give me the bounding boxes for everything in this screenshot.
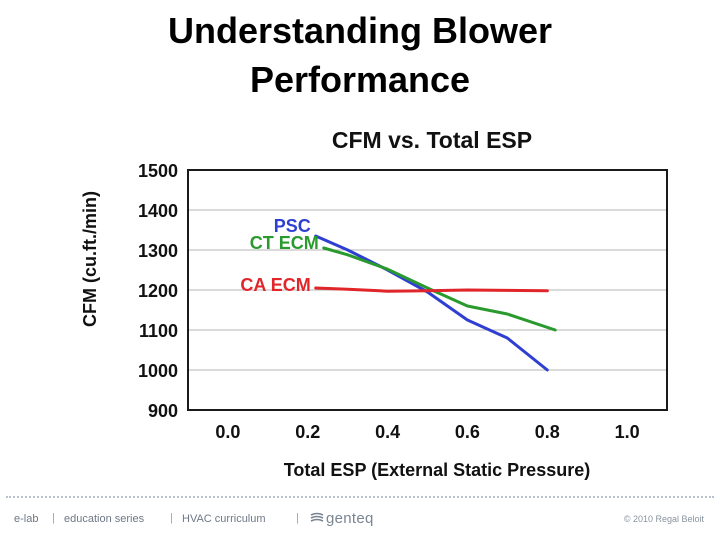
footer-education-series: education series bbox=[64, 513, 145, 525]
footer-copyright: © 2010 Regal Beloit bbox=[623, 514, 704, 524]
x-axis-label: Total ESP (External Static Pressure) bbox=[284, 460, 590, 480]
y-tick-label: 1400 bbox=[138, 201, 178, 221]
y-tick-label: 900 bbox=[148, 401, 178, 421]
y-axis-label: CFM (cu.ft./min) bbox=[80, 191, 100, 327]
y-tick-label: 1100 bbox=[139, 321, 178, 341]
slide-title-line2: Performance bbox=[249, 59, 471, 100]
series-label-psc: PSC bbox=[274, 216, 311, 236]
x-tick-label: 0.4 bbox=[375, 422, 400, 442]
x-tick-label: 1.0 bbox=[615, 422, 640, 442]
footer-separator: | bbox=[52, 512, 55, 524]
footer-elab: e-lab bbox=[14, 513, 39, 525]
x-tick-label: 0.8 bbox=[535, 422, 560, 442]
y-tick-label: 1000 bbox=[138, 361, 178, 381]
line-chart: CFM vs. Total ESP 900 1000 1100 1200 1300 1400… bbox=[80, 127, 668, 480]
y-tick-label: 1200 bbox=[138, 281, 178, 301]
footer-brand: genteq bbox=[326, 510, 374, 527]
y-tick-label: 1500 bbox=[138, 161, 178, 181]
footer-separator: | bbox=[296, 512, 299, 524]
slide-title-line1: Understanding Blower bbox=[167, 10, 553, 51]
series-label-ct-ecm: CT ECM bbox=[250, 233, 319, 253]
y-tick-label: 1300 bbox=[138, 241, 178, 261]
x-tick-label: 0.6 bbox=[455, 422, 480, 442]
plot-area bbox=[187, 169, 668, 411]
x-tick-label: 0.0 bbox=[215, 422, 240, 442]
footer-divider bbox=[6, 496, 714, 498]
series-label-ca-ecm: CA ECM bbox=[240, 275, 310, 295]
footer-hvac-curriculum: HVAC curriculum bbox=[182, 513, 266, 525]
genteq-logo-icon bbox=[310, 512, 324, 522]
footer-separator: | bbox=[170, 512, 173, 524]
chart-title: CFM vs. Total ESP bbox=[332, 127, 532, 153]
slide-title: Understanding Blower Performance bbox=[0, 6, 720, 104]
series-line-ct-ecm bbox=[322, 246, 557, 332]
x-tick-label: 0.2 bbox=[295, 422, 320, 442]
series-line-ca-ecm bbox=[314, 286, 549, 293]
footer: e-lab | education series | HVAC curricul… bbox=[14, 510, 714, 530]
